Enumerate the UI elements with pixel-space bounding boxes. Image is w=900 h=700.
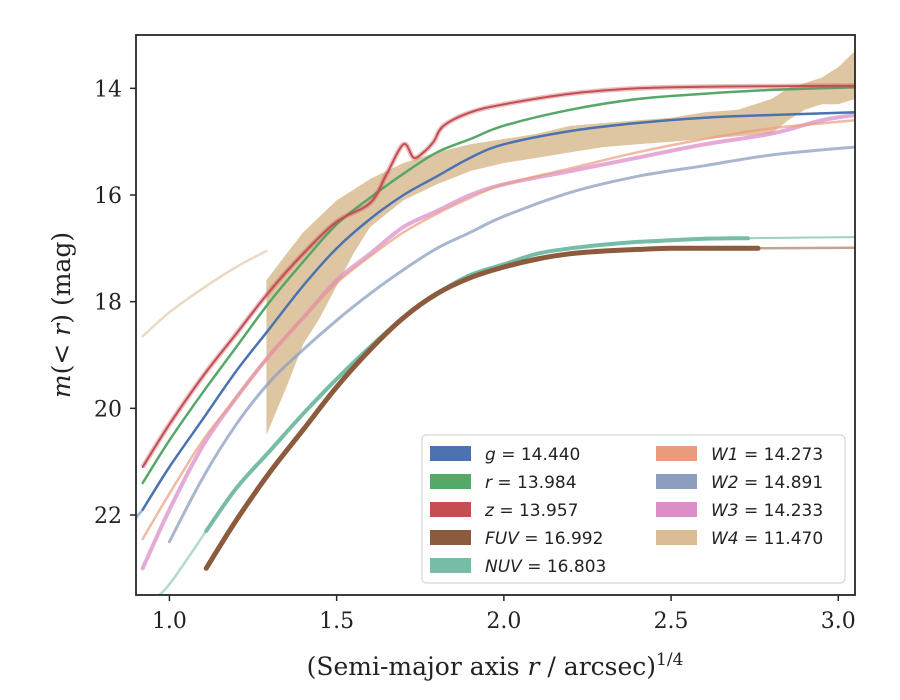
legend-entries: g = 14.440 r = 13.984 z = 13.957 FUV = 16.9… <box>430 445 823 577</box>
legend-swatch-w2 <box>656 474 697 489</box>
legend-swatch-nuv <box>430 558 471 573</box>
y-tick-label: 16 <box>94 184 122 209</box>
plot-frame <box>135 34 856 596</box>
y-tick-label: 22 <box>94 504 122 529</box>
legend-swatch-w3 <box>656 502 697 517</box>
y-tick-label: 18 <box>94 291 122 316</box>
legend-label-g: g = 14.440 <box>485 445 580 465</box>
legend-swatch-w4 <box>656 530 697 545</box>
legend-box <box>421 434 846 584</box>
series-nuv-tail <box>747 236 855 240</box>
x-tick-label: 1.0 <box>152 609 187 634</box>
x-tick-label: 3.0 <box>821 609 856 634</box>
x-axis-label: (Semi-major axis r / arcsec)1/4 <box>307 650 684 681</box>
series-w1-line <box>141 119 855 541</box>
legend-swatch-w1 <box>656 446 697 461</box>
legend-swatch-r <box>430 474 471 489</box>
legend-swatch-z <box>430 502 471 517</box>
legend-label-w3: W3 = 14.233 <box>711 501 823 521</box>
legend-label-w4: W4 = 11.470 <box>711 529 823 549</box>
legend-swatch-fuv <box>430 530 471 545</box>
series-w4-band <box>266 51 855 435</box>
series-w2-line <box>167 145 855 544</box>
series-w4-extension <box>141 249 268 338</box>
series-fuv-extension <box>756 246 855 250</box>
series-nuv-extension <box>157 529 208 595</box>
legend-label-z: z = 13.957 <box>484 501 578 521</box>
series-g-line <box>141 111 855 511</box>
y-tick-label: 14 <box>94 77 122 102</box>
series-layer <box>136 51 855 595</box>
series-r-line <box>141 86 855 485</box>
legend-label-nuv: NUV = 16.803 <box>485 557 606 577</box>
legend-label-w2: W2 = 14.891 <box>711 473 823 493</box>
legend: g = 14.440 r = 13.984 z = 13.957 FUV = 16.9… <box>421 434 846 584</box>
legend-label-fuv: FUV = 16.992 <box>485 529 603 549</box>
x-tick-label: 1.5 <box>319 609 354 634</box>
x-tick-label: 2.5 <box>654 609 689 634</box>
y-axis-label: m(< r) (mag) <box>47 232 76 398</box>
legend-swatch-g <box>430 446 471 461</box>
x-tick-label: 2.0 <box>486 609 521 634</box>
y-tick-label: 20 <box>94 397 122 422</box>
series-g-extension <box>136 508 144 519</box>
series-z-line <box>141 84 855 468</box>
legend-label-w1: W1 = 14.273 <box>711 445 823 465</box>
series-fuv-line <box>203 245 761 571</box>
tick-layer: 1.0 1.5 2.0 2.5 3.0 14 16 18 20 22 <box>94 77 856 634</box>
legend-label-r: r = 13.984 <box>485 473 577 493</box>
series-nuv-line <box>204 236 750 533</box>
